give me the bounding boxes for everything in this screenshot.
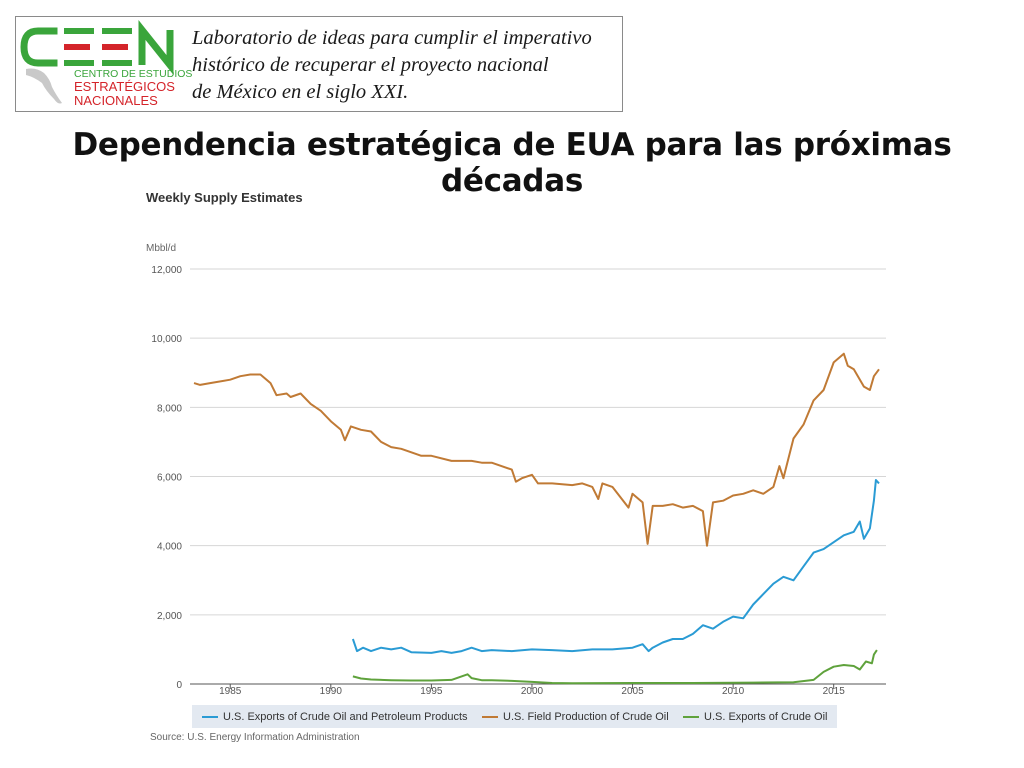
logo-line-3: NACIONALES: [74, 93, 158, 108]
legend-swatch-exports-total: [202, 715, 218, 718]
logo-line-1: CENTRO DE ESTUDIOS: [74, 68, 192, 80]
logo-banner: CENTRO DE ESTUDIOS ESTRATÉGICOS NACIONAL…: [15, 16, 623, 112]
grid-lines: [190, 268, 886, 616]
x-tick-label: 2005: [621, 686, 644, 697]
slide-title: Dependencia estratégica de EUA para las …: [72, 127, 952, 199]
x-tick-label: 2015: [823, 686, 846, 697]
legend-label-field-production: U.S. Field Production of Crude Oil: [503, 710, 669, 723]
series-line-exports-total: [351, 479, 880, 654]
x-tick-label: 2010: [722, 686, 745, 697]
y-tick-label: 6,000: [157, 473, 182, 484]
y-tick-label: 8,000: [157, 403, 182, 414]
legend-label-exports-crude: U.S. Exports of Crude Oil: [704, 710, 828, 723]
tagline-line-2: histórico de recuperar el proyecto nacio…: [192, 54, 549, 76]
y-tick-labels: 0 2,000 4,000 6,000 8,000 10,000 12,000: [151, 265, 182, 691]
legend-item-exports-total[interactable]: U.S. Exports of Crude Oil and Petroleum …: [202, 705, 468, 728]
series-line-exports-crude: [352, 649, 878, 685]
x-tick-label: 1995: [420, 686, 443, 697]
x-tick-label: 1990: [320, 686, 343, 697]
chart-legend: U.S. Exports of Crude Oil and Petroleum …: [192, 705, 837, 728]
logo-letter-e: [64, 28, 94, 66]
ceen-logo: CENTRO DE ESTUDIOS ESTRATÉGICOS NACIONAL…: [20, 20, 192, 108]
y-axis-unit-label: Mbbl/d: [146, 243, 176, 254]
tagline-line-3: de México en el siglo XXI.: [192, 81, 409, 103]
y-tick-label: 4,000: [157, 542, 182, 553]
logo-letter-c: [20, 27, 58, 67]
x-axis: 1985 1990 1995 2000 2005 2010 2015: [190, 683, 886, 697]
y-tick-label: 0: [176, 680, 182, 691]
logo-line-2: ESTRATÉGICOS: [74, 79, 175, 94]
chart-source: Source: U.S. Energy Information Administ…: [150, 732, 360, 743]
tagline-line-1: Laboratorio de ideas para cumplir el imp…: [192, 27, 592, 49]
chart-title: Weekly Supply Estimates: [146, 190, 303, 205]
legend-item-exports-crude[interactable]: U.S. Exports of Crude Oil: [683, 705, 828, 728]
logo-letter-n: [138, 20, 174, 75]
y-tick-label: 2,000: [157, 611, 182, 622]
y-tick-label: 10,000: [151, 334, 182, 345]
tagline: Laboratorio de ideas para cumplir el imp…: [192, 25, 592, 106]
series-lines: [193, 352, 880, 685]
logo-letter-e-2: [102, 28, 132, 66]
y-tick-label: 12,000: [151, 265, 182, 276]
legend-swatch-exports-crude: [683, 715, 699, 718]
legend-swatch-field-production: [482, 715, 498, 718]
x-tick-label: 1985: [219, 686, 242, 697]
map-silhouette-icon: [26, 68, 62, 104]
legend-label-exports-total: U.S. Exports of Crude Oil and Petroleum …: [223, 710, 468, 723]
legend-item-field-production[interactable]: U.S. Field Production of Crude Oil: [482, 705, 669, 728]
x-tick-label: 2000: [521, 686, 544, 697]
series-line-field-production: [193, 352, 880, 547]
